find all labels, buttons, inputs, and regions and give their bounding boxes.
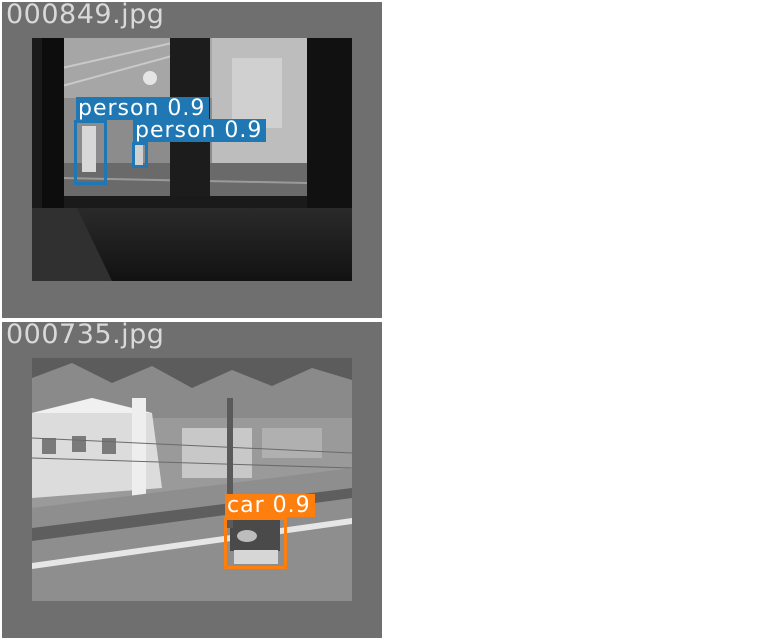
detection-score: 0.9 — [272, 493, 311, 518]
image-panel-2: 000735.jpg — [2, 319, 382, 638]
image-panel-1: 000849.jpg — [2, 0, 382, 318]
detection-box — [74, 120, 107, 185]
detection-box — [224, 517, 287, 569]
thermal-image — [32, 358, 352, 601]
detection-score: 0.9 — [167, 96, 206, 121]
detection-label: car 0.9 — [225, 494, 315, 517]
detection-class: person — [78, 96, 160, 121]
detection-label: person 0.9 — [76, 96, 210, 121]
detection-label: person 0.9 — [133, 118, 267, 143]
detection-class: car — [227, 493, 265, 518]
filename-label: 000735.jpg — [6, 319, 165, 350]
detection-box — [132, 142, 148, 168]
detection-class: person — [135, 118, 217, 143]
detection-score: 0.9 — [224, 118, 263, 143]
filename-label: 000849.jpg — [6, 0, 165, 30]
